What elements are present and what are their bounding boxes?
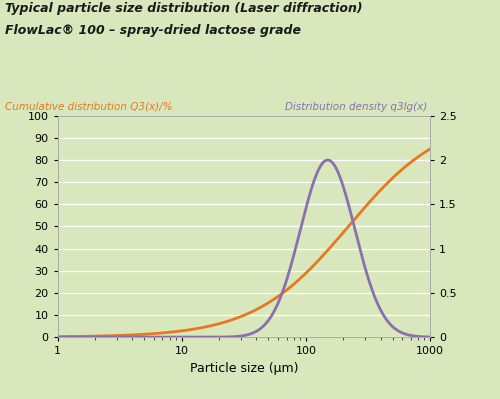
Text: Cumulative distribution Q3(x)/%: Cumulative distribution Q3(x)/%: [5, 102, 172, 112]
Text: FlowLac® 100 – spray-dried lactose grade: FlowLac® 100 – spray-dried lactose grade: [5, 24, 301, 37]
Text: Distribution density q3lg(x): Distribution density q3lg(x): [285, 102, 427, 112]
X-axis label: Particle size (μm): Particle size (μm): [190, 362, 298, 375]
Text: Typical particle size distribution (Laser diffraction): Typical particle size distribution (Lase…: [5, 2, 362, 15]
